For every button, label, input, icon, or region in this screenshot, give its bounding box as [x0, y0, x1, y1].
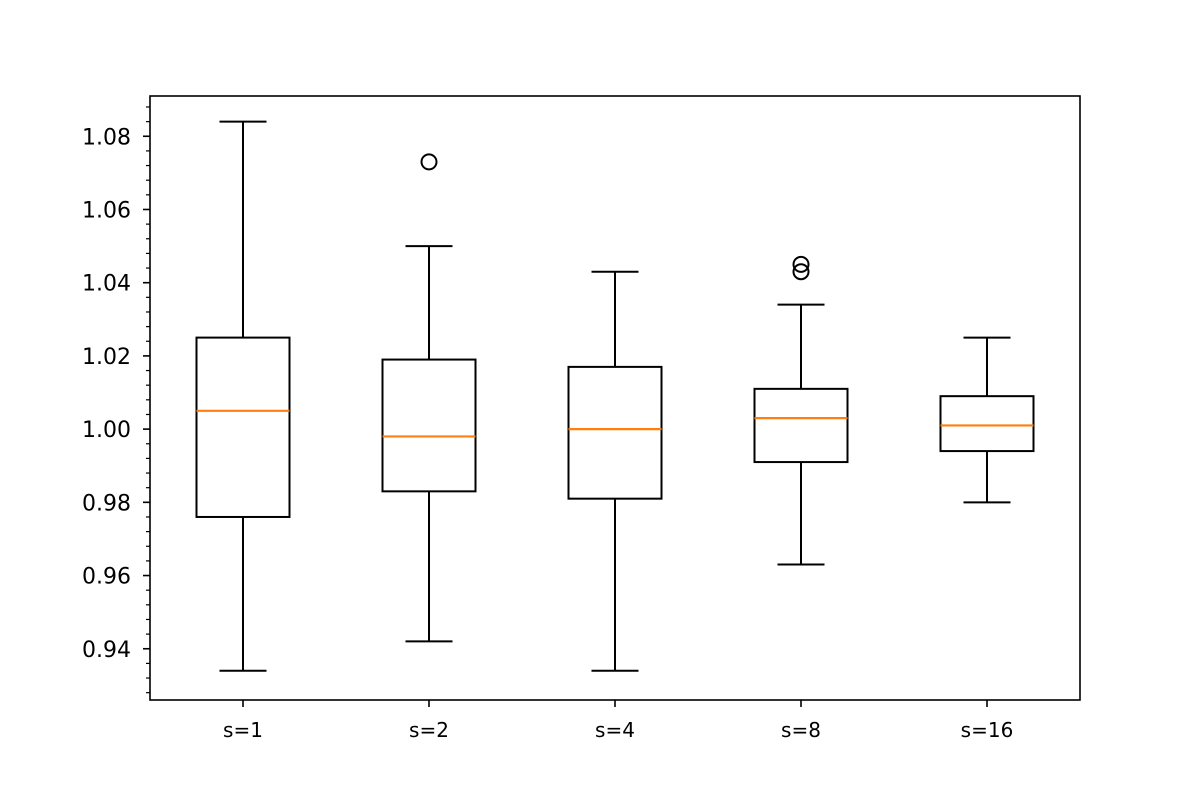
- outlier-point: [792, 263, 810, 281]
- outlier-point: [420, 153, 438, 171]
- y-tick-label: 1.06: [82, 198, 131, 223]
- iqr-box: [753, 387, 849, 464]
- iqr-box: [195, 336, 291, 518]
- y-tick-label: 1.08: [82, 125, 131, 150]
- y-tick-label: 0.96: [82, 565, 131, 590]
- y-tick-label: 1.00: [82, 418, 131, 443]
- iqr-box: [939, 395, 1035, 453]
- x-tick-label: s=2: [409, 718, 449, 742]
- y-tick-label: 1.02: [82, 345, 131, 370]
- y-tick-label: 0.94: [82, 638, 131, 663]
- axes-frame: [149, 95, 1081, 701]
- outlier-point: [792, 255, 810, 273]
- x-tick-label: s=1: [223, 718, 263, 742]
- iqr-box: [381, 358, 477, 493]
- x-tick-label: s=16: [961, 718, 1014, 742]
- plot-area: 0.94 0.96 0.98 1.00 1.02 1.04 1.06 1.08 s=1 s=2 s=…: [82, 106, 1035, 742]
- x-tick-label: s=8: [781, 718, 821, 742]
- y-tick-label: 0.98: [82, 491, 131, 516]
- x-tick-label: s=4: [595, 718, 635, 742]
- y-tick-label: 1.04: [82, 272, 131, 297]
- iqr-box: [567, 365, 663, 500]
